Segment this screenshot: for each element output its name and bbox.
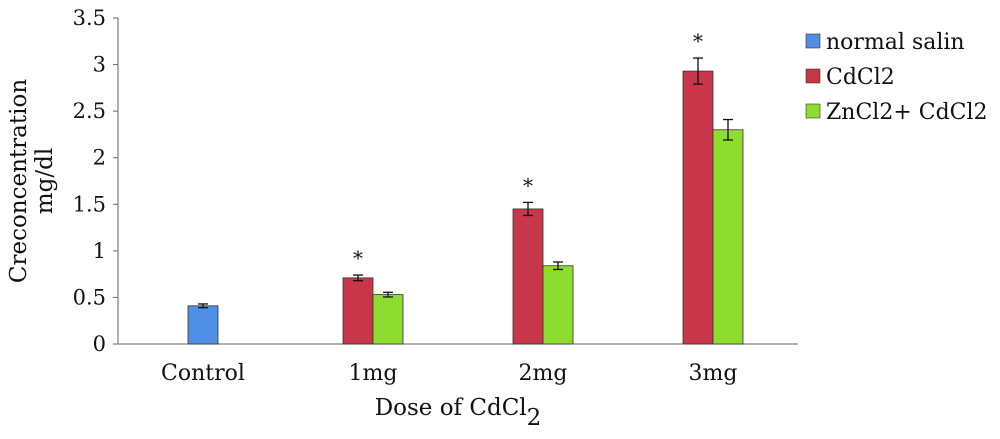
legend-swatch xyxy=(805,33,821,49)
significance-marker: * xyxy=(523,173,533,197)
significance-marker: * xyxy=(353,246,363,270)
x-axis-ticks: Control 1mg 2mg 3mg xyxy=(161,361,737,386)
x-tick-label: 3mg xyxy=(689,361,738,386)
y-tick-label: 0.5 xyxy=(73,285,106,309)
legend-swatch xyxy=(805,103,821,119)
x-tick-label: Control xyxy=(161,361,245,386)
bar xyxy=(187,305,219,345)
y-tick-label: 2.5 xyxy=(73,99,106,123)
legend-label: normal salin xyxy=(826,30,965,55)
x-axis-label: Dose of CdCl2 xyxy=(375,395,542,431)
y-axis-ticks: 0 0.5 1 1.5 2 2.5 3 3.5 xyxy=(73,6,118,356)
x-tick-label: 2mg xyxy=(519,361,568,386)
x-axis-label-subscript: 2 xyxy=(527,405,542,431)
bar xyxy=(712,129,744,345)
legend-label: CdCl2 xyxy=(826,65,895,90)
bar xyxy=(372,294,404,345)
x-axis-label-main: Dose of CdCl xyxy=(375,395,527,421)
bar xyxy=(512,208,544,345)
y-tick-label: 0 xyxy=(93,332,106,356)
y-axis-label-line1: Creconcentration xyxy=(6,79,32,283)
legend: normal salin CdCl2 ZnCl2+ CdCl2 xyxy=(805,30,988,125)
x-tick-label: 1mg xyxy=(349,361,398,386)
y-axis-label-line2: mg/dl xyxy=(32,148,58,214)
bar xyxy=(542,265,574,345)
y-tick-label: 3.5 xyxy=(73,6,106,30)
bars-group: * * * xyxy=(187,29,744,345)
bar xyxy=(342,277,374,345)
legend-swatch xyxy=(805,68,821,84)
y-tick-label: 2 xyxy=(93,146,106,170)
bar xyxy=(682,70,714,345)
y-tick-label: 3 xyxy=(93,53,106,77)
y-tick-label: 1 xyxy=(93,239,106,263)
legend-label: ZnCl2+ CdCl2 xyxy=(826,100,988,125)
significance-marker: * xyxy=(693,29,703,53)
y-tick-label: 1.5 xyxy=(73,192,106,216)
